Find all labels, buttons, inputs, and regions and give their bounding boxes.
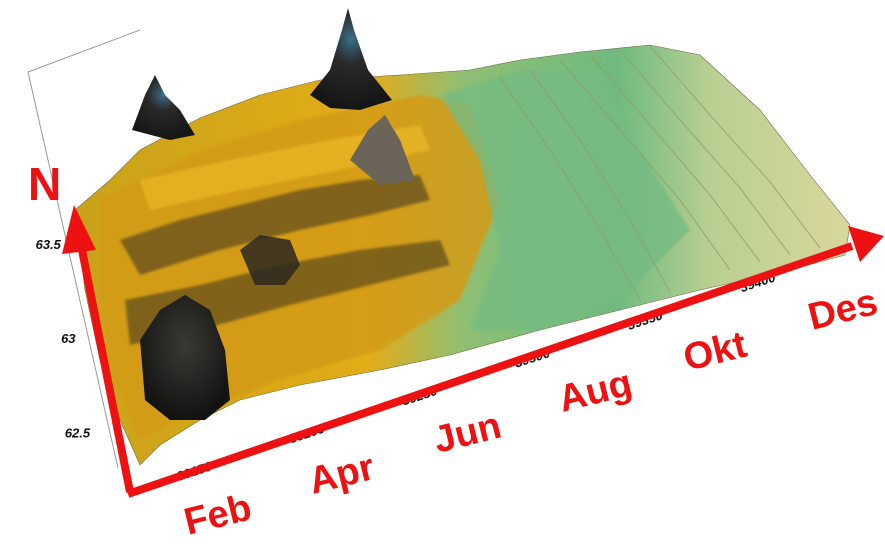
dark-blob-front-left	[140, 295, 230, 420]
surface-mottle-4	[140, 125, 430, 210]
month-label: Apr	[305, 446, 379, 503]
y-axis-arrow-line	[76, 239, 134, 493]
month-label: Jun	[430, 405, 506, 462]
north-label: N	[28, 158, 61, 210]
y-tick-label: 63.5	[36, 237, 62, 252]
y-axis-arrow-head	[62, 205, 96, 254]
month-label: Okt	[679, 324, 751, 380]
x-axis-arrow-head	[848, 226, 884, 262]
box-edge-back	[27, 29, 141, 73]
month-label: Aug	[554, 362, 636, 421]
surface-green-band	[440, 70, 690, 330]
axis-arrows	[62, 205, 884, 498]
y-tick-labels: 62.5 63 63.5	[36, 237, 91, 440]
dark-blob-front-mid	[240, 235, 300, 285]
box-edge-left	[27, 71, 119, 469]
month-label: Des	[804, 281, 882, 339]
surface-ridges	[499, 45, 821, 301]
x-axis-arrow-line	[126, 242, 854, 498]
surface-mottle-2	[120, 175, 430, 275]
axis-box	[27, 29, 141, 469]
peak-mid	[350, 115, 415, 185]
y-tick-label: 62.5	[65, 425, 91, 440]
peak-left	[132, 75, 195, 140]
peak-main	[310, 8, 392, 110]
surface	[74, 8, 851, 466]
y-tick-label: 63	[61, 331, 76, 346]
month-label: Feb	[180, 487, 256, 544]
